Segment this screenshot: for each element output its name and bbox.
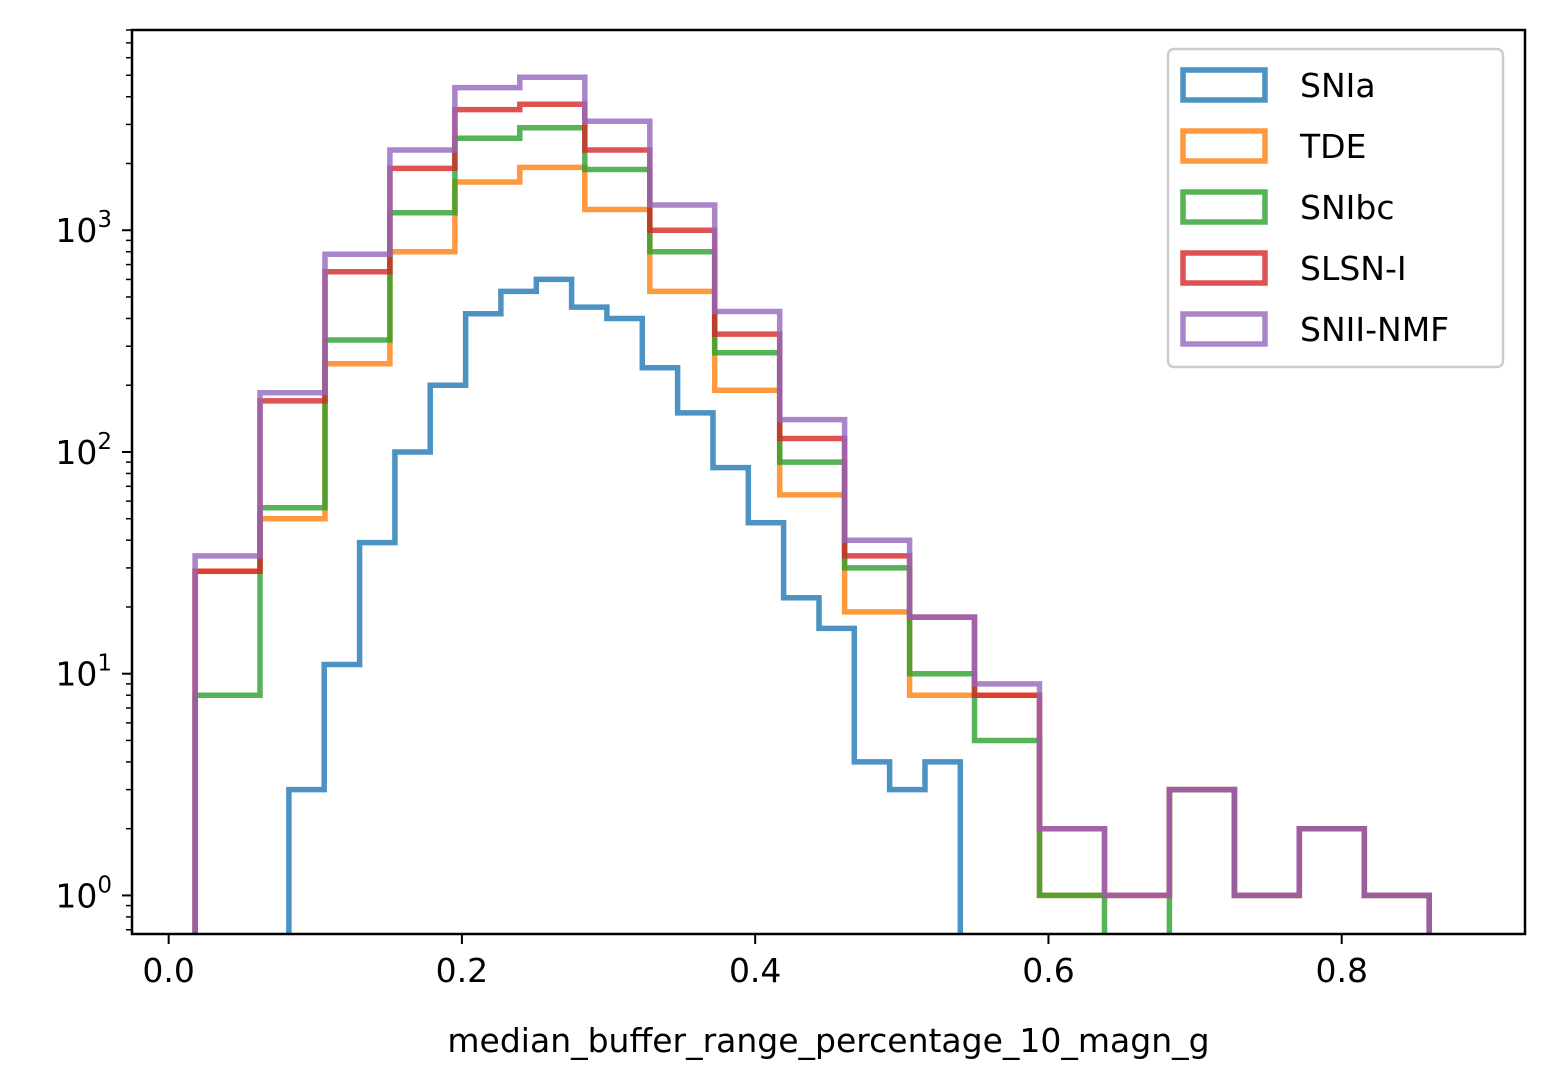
legend-swatch-snii-nmf: [1180, 311, 1268, 347]
series-snii-nmf-outline: [192, 74, 1432, 934]
legend-swatch-snibc: [1180, 189, 1268, 225]
y-tick-label: 101: [55, 651, 112, 694]
legend-swatch-tde: [1180, 128, 1268, 164]
legend-label-snibc: SNIbc: [1300, 188, 1394, 227]
x-tick-label: 0.0: [142, 951, 194, 990]
legend-label-tde: TDE: [1299, 127, 1366, 166]
legend-label-snii-nmf: SNII-NMF: [1300, 310, 1449, 349]
x-tick-label: 0.6: [1022, 951, 1074, 990]
y-axis: 100 101 102 103: [55, 29, 132, 931]
series-layer: [192, 74, 1432, 934]
x-tick-label: 0.8: [1315, 951, 1367, 990]
x-axis: 0.0 0.2 0.4 0.6 0.8: [142, 934, 1368, 990]
series-snia-outline: [286, 276, 964, 934]
y-tick-label: 103: [55, 207, 112, 250]
legend-swatch-slsn-i: [1180, 250, 1268, 286]
x-tick-label: 0.2: [436, 951, 488, 990]
x-tick-label: 0.4: [729, 951, 781, 990]
legend-label-snia: SNIa: [1300, 66, 1376, 105]
x-axis-label: median_buffer_range_percentage_10_magn_g: [447, 1021, 1209, 1060]
legend-swatch-snia: [1180, 67, 1268, 103]
y-tick-label: 100: [55, 872, 112, 915]
plot-frame: [130, 28, 1527, 936]
y-tick-label: 102: [55, 429, 112, 472]
legend: SNIa TDE SNIbc SLSN-I SNII-NMF: [1166, 47, 1505, 369]
legend-label-slsn-i: SLSN-I: [1300, 249, 1407, 288]
